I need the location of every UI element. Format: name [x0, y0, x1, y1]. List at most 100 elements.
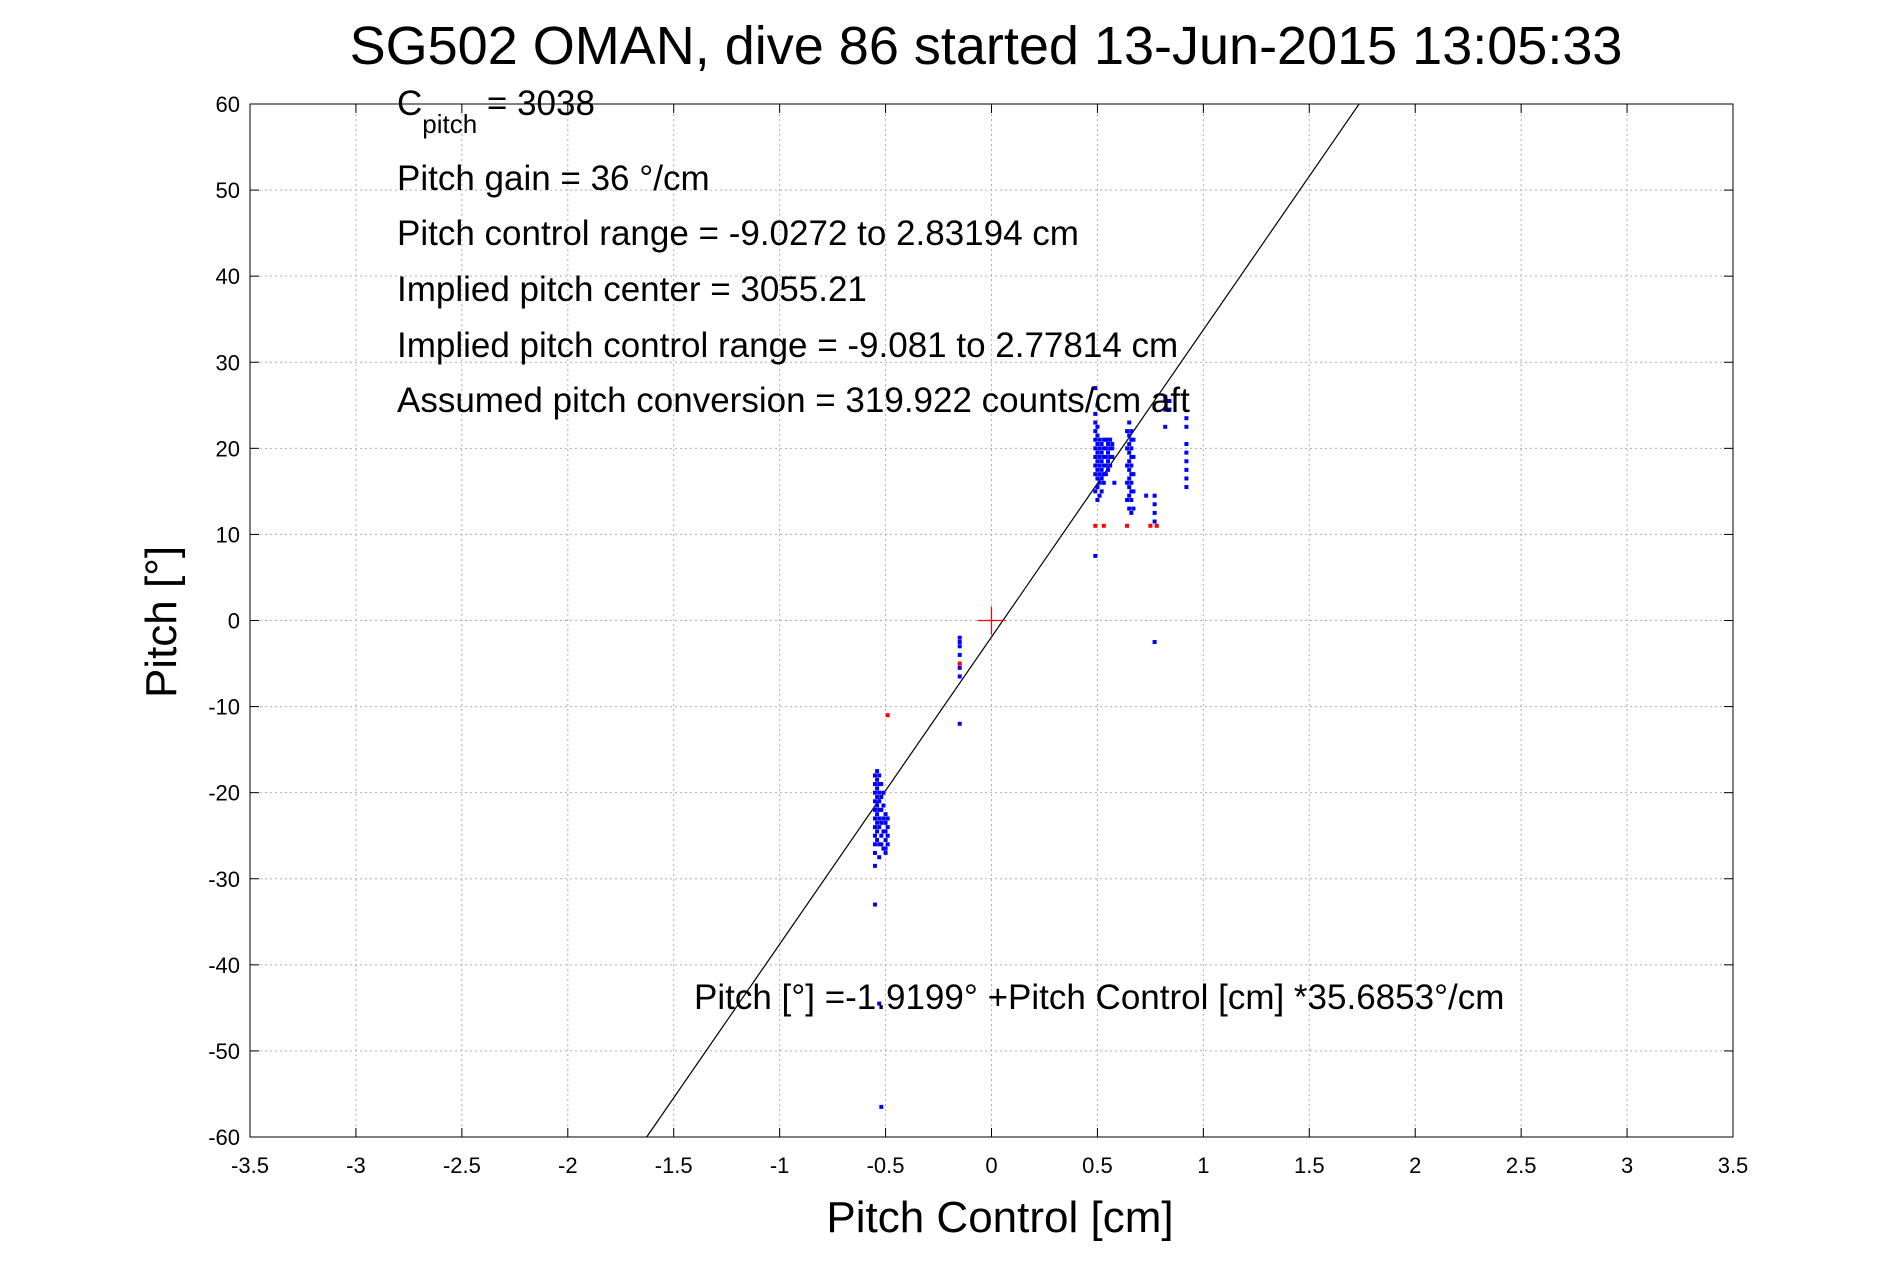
data-point [1097, 454, 1102, 459]
data-point [883, 846, 888, 851]
data-point [1127, 442, 1132, 447]
x-tick-label: -3 [346, 1153, 366, 1178]
y-tick-label: 40 [216, 264, 240, 289]
data-point [885, 713, 890, 718]
data-point [1103, 472, 1108, 477]
y-tick-label: 10 [216, 522, 240, 547]
x-tick-label: -3.5 [231, 1153, 269, 1178]
x-tick-label: -0.5 [867, 1153, 905, 1178]
data-point [1108, 437, 1113, 442]
annotation-cpitch-main: C [397, 84, 422, 123]
y-tick-label: -20 [208, 781, 240, 806]
data-point [1129, 480, 1134, 485]
data-point [1099, 459, 1104, 464]
data-point [1167, 398, 1172, 403]
data-point [1093, 411, 1098, 416]
data-point [1110, 446, 1115, 451]
data-point [872, 790, 877, 795]
data-point [1127, 506, 1132, 511]
data-point [1129, 454, 1134, 459]
x-tick-label: 0.5 [1082, 1153, 1113, 1178]
data-point [885, 842, 890, 847]
data-point [877, 1001, 882, 1006]
data-point [879, 842, 884, 847]
data-point [1095, 459, 1100, 464]
data-point [1163, 407, 1168, 412]
data-point [1129, 510, 1134, 515]
data-point [1097, 480, 1102, 485]
data-point [1184, 476, 1189, 481]
y-axis-label: Pitch [°] [137, 546, 186, 698]
annotation-control-range: Pitch control range = -9.0272 to 2.83194… [397, 214, 1079, 253]
annotation-implied-center: Implied pitch center = 3055.21 [397, 270, 867, 309]
data-point [872, 799, 877, 804]
data-point [1097, 437, 1102, 442]
y-tick-label: 0 [228, 609, 240, 634]
data-point [881, 803, 886, 808]
data-point [1106, 437, 1111, 442]
data-point [1103, 454, 1108, 459]
data-point [879, 782, 884, 787]
data-point [1101, 480, 1106, 485]
data-point [883, 812, 888, 817]
data-point [957, 674, 962, 679]
data-point [1144, 493, 1149, 498]
series-blue [872, 386, 1189, 1109]
data-point [872, 850, 877, 855]
data-point [1131, 489, 1136, 494]
data-point [1125, 446, 1130, 451]
data-point [1099, 476, 1104, 481]
data-point [875, 769, 880, 774]
data-point [872, 863, 877, 868]
data-point [957, 652, 962, 657]
data-point [875, 803, 880, 808]
data-point [1110, 442, 1115, 447]
data-point [877, 790, 882, 795]
data-point [883, 829, 888, 834]
x-tick-label: 2.5 [1506, 1153, 1537, 1178]
data-point [1152, 510, 1157, 515]
data-point [872, 825, 877, 830]
data-point [1106, 450, 1111, 455]
data-point [1152, 519, 1157, 524]
data-point [872, 902, 877, 907]
data-point [1106, 459, 1111, 464]
y-tick-label: -50 [208, 1039, 240, 1064]
x-tick-label: 3 [1621, 1153, 1633, 1178]
data-point [1099, 450, 1104, 455]
y-tick-label: -30 [208, 867, 240, 892]
x-tick-label: 0 [985, 1153, 997, 1178]
data-point [877, 773, 882, 778]
data-point [875, 838, 880, 843]
data-point [872, 773, 877, 778]
data-point [957, 640, 962, 645]
data-point [957, 661, 962, 666]
data-point [1129, 437, 1134, 442]
data-point [1093, 437, 1098, 442]
data-point [1184, 416, 1189, 421]
data-point [1093, 420, 1098, 425]
data-point [957, 635, 962, 640]
data-point [875, 812, 880, 817]
data-point [1129, 446, 1134, 451]
data-point [875, 786, 880, 791]
data-point [877, 816, 882, 821]
data-point [877, 799, 882, 804]
data-point [1095, 467, 1100, 472]
data-point [885, 825, 890, 830]
data-point [1184, 442, 1189, 447]
data-point [1095, 450, 1100, 455]
data-point [1103, 437, 1108, 442]
data-point [1184, 467, 1189, 472]
data-point [877, 807, 882, 812]
data-point [1101, 437, 1106, 442]
data-point [1101, 454, 1106, 459]
data-point [1095, 476, 1100, 481]
annotation-conversion: Assumed pitch conversion = 319.922 count… [397, 381, 1190, 420]
data-point [1129, 463, 1134, 468]
data-point [1127, 459, 1132, 464]
x-tick-label: -1 [770, 1153, 790, 1178]
data-point [1125, 429, 1130, 434]
data-point [1131, 454, 1136, 459]
data-point [1095, 424, 1100, 429]
